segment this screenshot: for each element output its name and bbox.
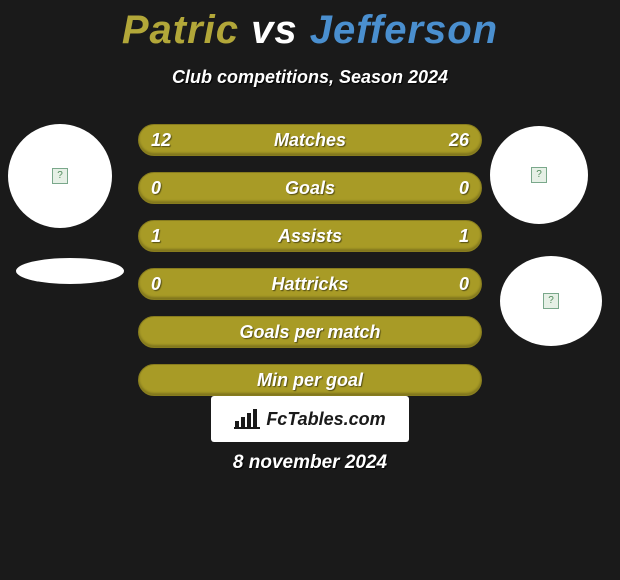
stat-right-value: 0: [459, 269, 469, 299]
bar-chart-icon: [234, 409, 260, 429]
stat-row: Min per goal: [138, 364, 482, 396]
stat-right-value: 0: [459, 173, 469, 203]
avatar-player1-top: ?: [8, 124, 112, 228]
stats-table: 12 Matches 26 0 Goals 0 1 Assists 1 0 Ha…: [138, 124, 482, 412]
stat-row: Goals per match: [138, 316, 482, 348]
date-label: 8 november 2024: [0, 452, 620, 474]
stat-label: Goals per match: [139, 317, 481, 347]
stat-label: Assists: [139, 221, 481, 251]
avatar-player2-top: ?: [490, 126, 588, 224]
brand-text: FcTables.com: [266, 409, 385, 430]
stat-label: Hattricks: [139, 269, 481, 299]
stat-right-value: 26: [449, 125, 469, 155]
brand-badge: FcTables.com: [211, 396, 409, 442]
title-vs: vs: [251, 8, 298, 52]
stat-label: Goals: [139, 173, 481, 203]
broken-image-icon: ?: [543, 293, 559, 309]
stat-row: 0 Hattricks 0: [138, 268, 482, 300]
stat-label: Matches: [139, 125, 481, 155]
comparison-card: Patric vs Jefferson Club competitions, S…: [0, 0, 620, 580]
stat-right-value: 1: [459, 221, 469, 251]
stat-row: 1 Assists 1: [138, 220, 482, 252]
title-player2: Jefferson: [310, 8, 498, 52]
avatar-player2-bottom: ?: [500, 256, 602, 346]
page-title: Patric vs Jefferson: [0, 0, 620, 53]
avatar-player1-bottom: [16, 258, 124, 284]
stat-row: 12 Matches 26: [138, 124, 482, 156]
broken-image-icon: ?: [531, 167, 547, 183]
subtitle: Club competitions, Season 2024: [0, 67, 620, 88]
title-player1: Patric: [122, 8, 239, 52]
stat-label: Min per goal: [139, 365, 481, 395]
stat-row: 0 Goals 0: [138, 172, 482, 204]
broken-image-icon: ?: [52, 168, 68, 184]
